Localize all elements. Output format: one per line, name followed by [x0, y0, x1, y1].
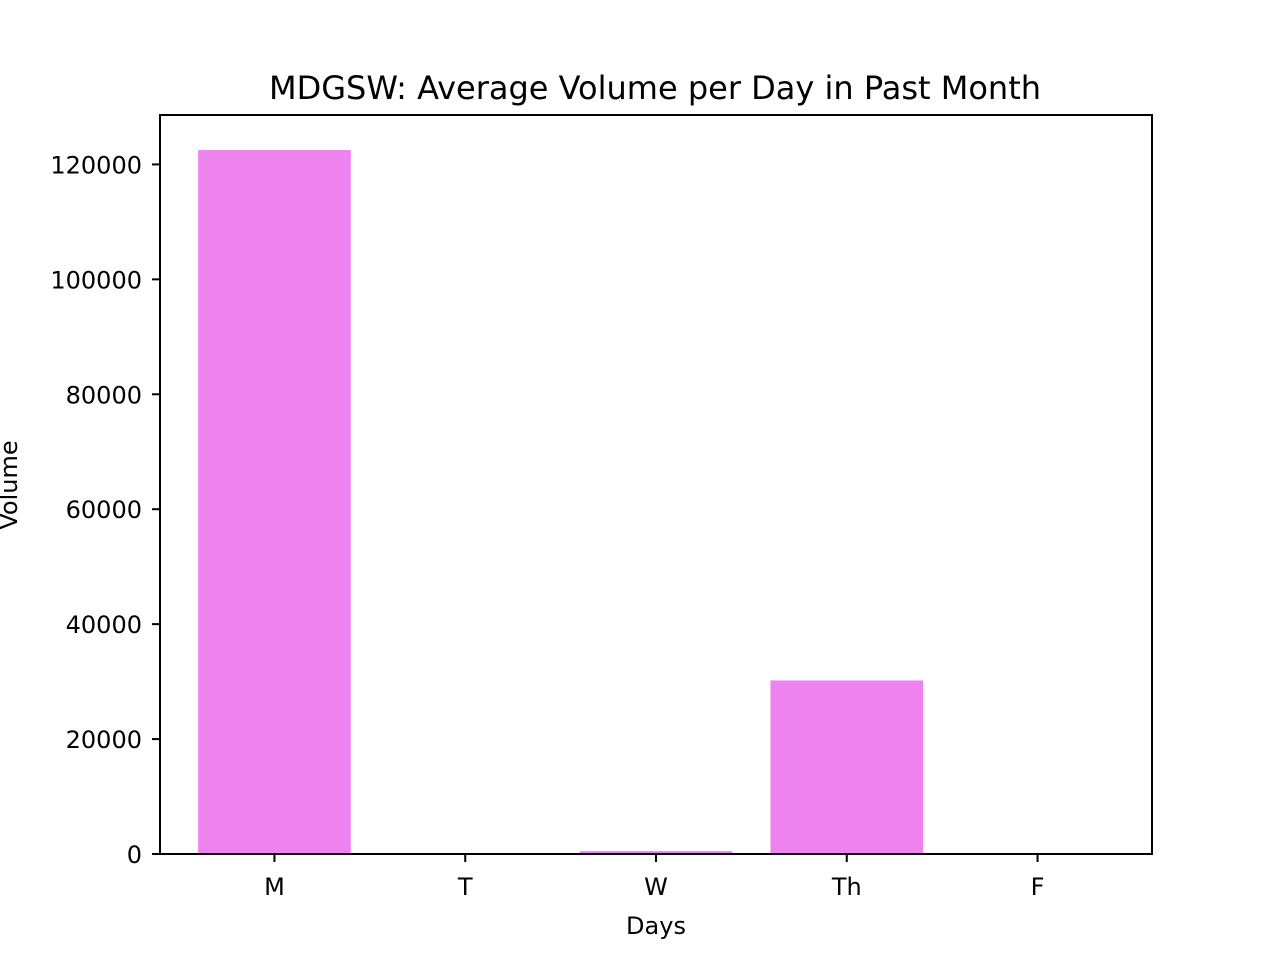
- bar-w: [579, 851, 733, 854]
- bar-m: [198, 150, 351, 854]
- x-tick-label: W: [644, 873, 668, 901]
- x-tick-label: M: [264, 873, 285, 901]
- bar-th: [770, 680, 924, 854]
- plot-frame: [159, 114, 1153, 855]
- x-axis: M T W Th F: [264, 854, 1044, 901]
- y-tick-label: 40000: [66, 611, 142, 639]
- x-tick-label: F: [1031, 873, 1045, 901]
- y-axis: 0 20000 40000 60000 80000 100000 120000: [50, 151, 160, 869]
- chart-title: MDGSW: Average Volume per Day in Past Mo…: [269, 69, 1041, 107]
- y-tick-label: 0: [127, 841, 142, 869]
- x-tick-label: T: [457, 873, 473, 901]
- bars-group: [198, 150, 924, 854]
- x-axis-label: Days: [626, 912, 686, 940]
- y-tick-label: 120000: [50, 151, 142, 179]
- y-tick-label: 20000: [66, 726, 142, 754]
- y-axis-label: Volume: [0, 440, 23, 529]
- y-tick-label: 80000: [66, 381, 142, 409]
- y-tick-label: 60000: [66, 496, 142, 524]
- y-tick-label: 100000: [50, 266, 142, 294]
- x-tick-label: Th: [831, 873, 862, 901]
